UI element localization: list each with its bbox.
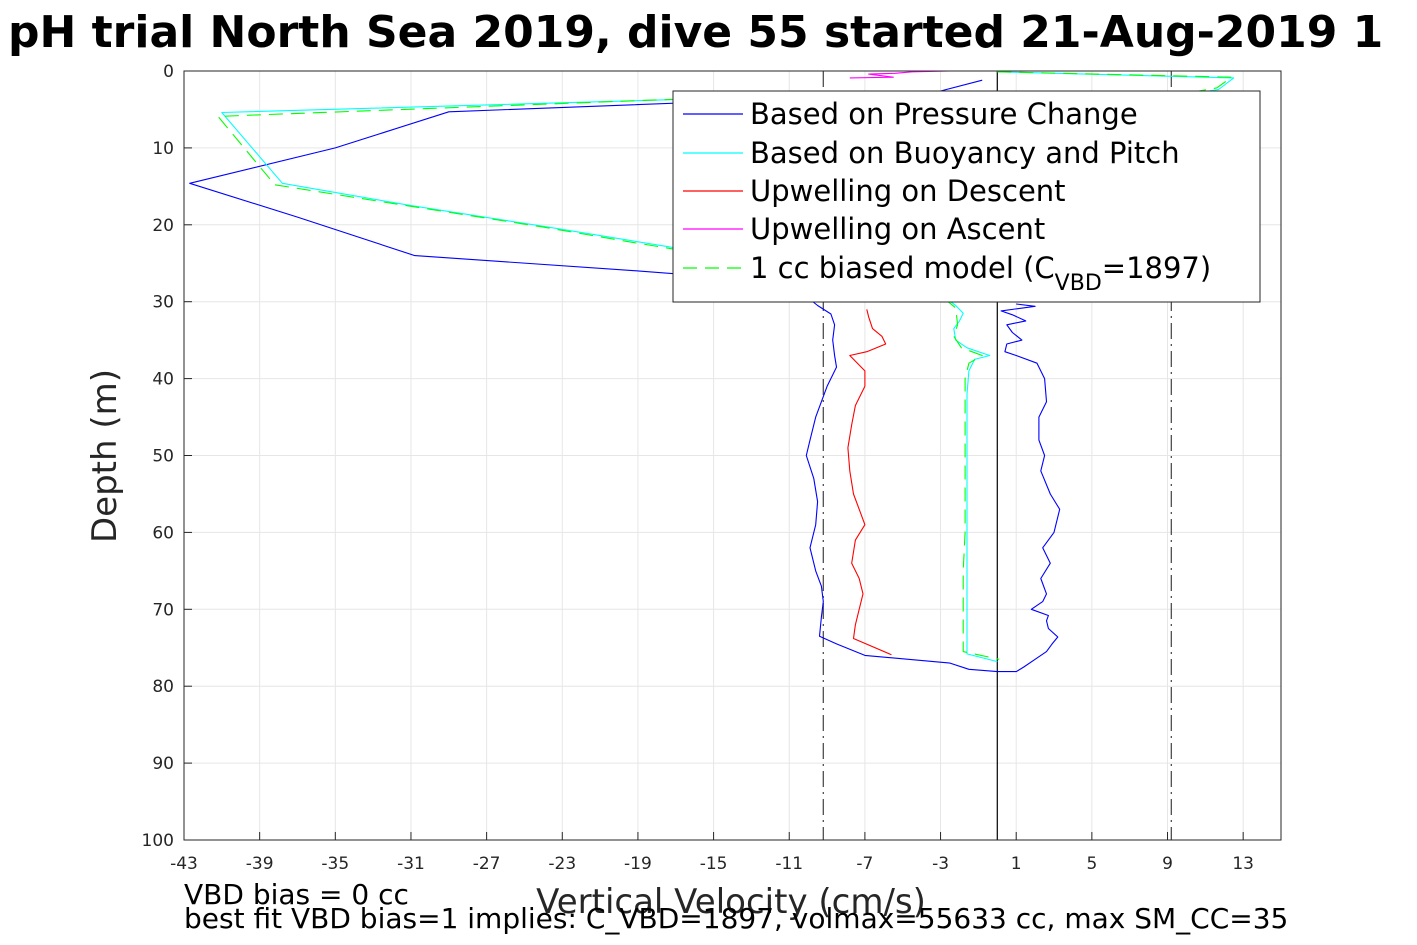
x-tick-label: -11 bbox=[775, 854, 803, 874]
y-tick-label: 10 bbox=[152, 139, 174, 159]
x-tick-label: -15 bbox=[700, 854, 728, 874]
legend-entry-model: 1 cc biased model (CVBD=1897) bbox=[750, 251, 1211, 296]
legend-entry: Upwelling on Descent bbox=[750, 174, 1066, 208]
legend-entry: Upwelling on Ascent bbox=[750, 212, 1045, 246]
y-tick-label: 20 bbox=[152, 216, 174, 236]
x-axis-label: Vertical Velocity (cm/s) bbox=[536, 882, 926, 922]
x-tick-label: -31 bbox=[397, 854, 425, 874]
series-based-on-buoyancy-and-pitch bbox=[221, 71, 1235, 663]
chart-title: pH trial North Sea 2019, dive 55 started… bbox=[8, 7, 1383, 58]
x-tick-label: 13 bbox=[1232, 854, 1254, 874]
y-axis-label: Depth (m) bbox=[85, 369, 125, 543]
vbd-bias-note: VBD bias = 0 cc bbox=[184, 878, 409, 911]
y-tick-label: 80 bbox=[152, 677, 174, 697]
x-tick-label: -27 bbox=[473, 854, 501, 874]
x-tick-label: -35 bbox=[321, 854, 349, 874]
series-upwelling-on-ascent bbox=[849, 70, 951, 79]
x-tick-label: -7 bbox=[856, 854, 873, 874]
y-tick-label: 60 bbox=[152, 523, 174, 543]
legend-entry: Based on Buoyancy and Pitch bbox=[750, 136, 1180, 170]
x-tick-label: -39 bbox=[246, 854, 274, 874]
legend-entry: Based on Pressure Change bbox=[750, 97, 1138, 131]
x-tick-label: 9 bbox=[1162, 854, 1173, 874]
series-lines bbox=[189, 70, 1235, 673]
series-1-cc-biased-model-c-vbd-1897 bbox=[217, 71, 1233, 660]
series-based-on-pressure-change bbox=[189, 79, 1061, 673]
y-tick-label: 40 bbox=[152, 370, 174, 390]
x-tick-label: -3 bbox=[932, 854, 949, 874]
y-tick-label: 90 bbox=[152, 754, 174, 774]
x-tick-label: -23 bbox=[548, 854, 576, 874]
x-tick-label: -19 bbox=[624, 854, 652, 874]
x-tick-label: 5 bbox=[1086, 854, 1097, 874]
series-upwelling-on-descent bbox=[847, 309, 892, 656]
x-tick-label: 1 bbox=[1011, 854, 1022, 874]
y-tick-label: 100 bbox=[142, 831, 174, 851]
y-tick-label: 70 bbox=[152, 600, 174, 620]
y-tick-label: 30 bbox=[152, 293, 174, 313]
y-tick-label: 0 bbox=[163, 62, 174, 82]
legend-box bbox=[672, 90, 1261, 303]
y-tick-label: 50 bbox=[152, 447, 174, 467]
best-fit-note: best fit VBD bias=1 implies: C_VBD=1897,… bbox=[184, 902, 1288, 935]
x-tick-label: -43 bbox=[170, 854, 198, 874]
axis-ticks: -43 -39 -35 -31 -27 -23 -19 -15 -11 -7 -3 1 5 9 130102… bbox=[142, 62, 1254, 874]
legend: Based on Pressure Change Based on Buoyanc… bbox=[672, 90, 1261, 303]
